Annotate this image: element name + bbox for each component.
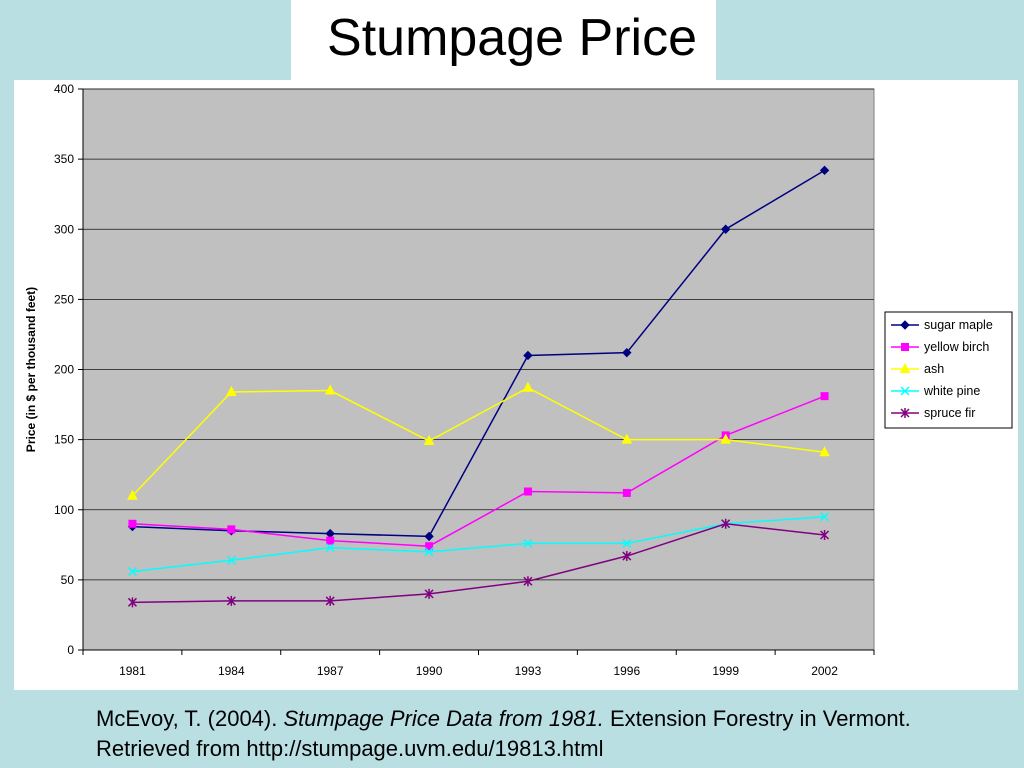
data-point-white-pine	[325, 543, 335, 553]
y-tick-label: 250	[54, 292, 74, 306]
data-point-ash	[225, 385, 237, 396]
x-tick-label: 1993	[515, 664, 542, 678]
x-tick-label: 1996	[613, 664, 640, 678]
y-tick-label: 50	[61, 573, 75, 587]
data-point-sugar-maple	[523, 350, 533, 361]
citation: McEvoy, T. (2004). Stumpage Price Data f…	[96, 704, 996, 764]
data-point-spruce-fir	[721, 518, 731, 529]
title-background	[291, 0, 716, 84]
data-point-yellow-birch	[326, 536, 335, 545]
data-point-ash	[522, 381, 534, 392]
x-tick-label: 1984	[218, 664, 245, 678]
data-point-spruce-fir	[226, 595, 236, 606]
series-line-yellow-birch	[132, 395, 825, 547]
legend-label-white-pine: white pine	[923, 384, 980, 398]
legend-marker-yellow-birch	[901, 343, 909, 351]
data-point-ash	[819, 446, 830, 457]
data-point-sugar-maple	[424, 531, 434, 542]
data-point-yellow-birch	[128, 519, 137, 528]
data-point-spruce-fir	[820, 529, 830, 540]
data-point-sugar-maple	[622, 347, 632, 358]
data-point-ash	[423, 434, 435, 446]
data-point-spruce-fir	[127, 597, 137, 608]
data-point-spruce-fir	[424, 588, 434, 599]
legend-label-ash: ash	[924, 362, 944, 376]
citation-prefix: McEvoy, T. (2004).	[96, 706, 284, 731]
legend-marker-sugar-maple	[900, 320, 910, 330]
data-point-sugar-maple	[720, 224, 731, 234]
y-tick-label: 400	[54, 82, 74, 96]
slide-title: Stumpage Price	[327, 9, 697, 67]
legend-label-yellow-birch: yellow birch	[924, 340, 989, 354]
x-tick-label: 1999	[712, 664, 739, 678]
data-point-ash	[127, 489, 138, 500]
data-point-ash	[720, 433, 732, 444]
data-point-white-pine	[523, 538, 533, 548]
data-point-white-pine	[820, 512, 830, 522]
y-tick-label: 150	[54, 433, 74, 447]
line-chart: 0 50 100 150 200 250 300 350 400 1981 1984 1987 1990…	[24, 82, 1013, 678]
x-tick-label: 1990	[416, 664, 443, 678]
data-point-white-pine	[226, 555, 236, 565]
data-point-yellow-birch	[523, 487, 532, 496]
series-line-spruce-fir	[132, 523, 825, 604]
y-tick-label: 350	[54, 152, 74, 166]
data-point-yellow-birch	[425, 542, 434, 551]
data-point-spruce-fir	[325, 595, 335, 606]
data-point-sugar-maple	[819, 165, 830, 176]
x-tick-label: 1981	[119, 664, 146, 678]
series-line-ash	[131, 386, 825, 497]
y-axis-label: Price (in $ per thousand feet)	[24, 287, 38, 452]
y-tick-label: 200	[54, 363, 74, 377]
data-point-ash	[324, 384, 336, 395]
x-tick-label: 2002	[811, 664, 838, 678]
legend-label-sugar-maple: sugar maple	[924, 318, 993, 332]
series-line-white-pine	[132, 516, 825, 573]
y-tick-label: 100	[54, 503, 74, 517]
data-point-yellow-birch	[820, 392, 829, 401]
y-tick-label: 0	[67, 643, 74, 657]
chart-area: 0 50 100 150 200 250 300 350 400 1981 1984 1987 1990…	[14, 80, 1018, 690]
legend-marker-spruce-fir	[900, 408, 910, 418]
data-point-spruce-fir	[523, 576, 533, 587]
data-point-yellow-birch	[622, 488, 631, 497]
y-tick-label: 300	[54, 222, 74, 236]
citation-suffix: Extension Forestry in Vermont. Retrieved…	[96, 706, 911, 761]
citation-title: Stumpage Price Data from 1981.	[283, 706, 604, 731]
data-point-white-pine	[622, 538, 632, 548]
data-point-spruce-fir	[622, 551, 632, 562]
legend-marker-ash	[899, 362, 911, 373]
data-point-white-pine	[127, 566, 137, 576]
data-point-yellow-birch	[227, 525, 236, 534]
data-point-ash	[621, 433, 633, 444]
data-point-white-pine	[424, 547, 434, 557]
legend-label-spruce-fir: spruce fir	[924, 406, 975, 420]
x-tick-label: 1987	[317, 664, 344, 678]
legend-marker-white-pine	[900, 386, 910, 396]
